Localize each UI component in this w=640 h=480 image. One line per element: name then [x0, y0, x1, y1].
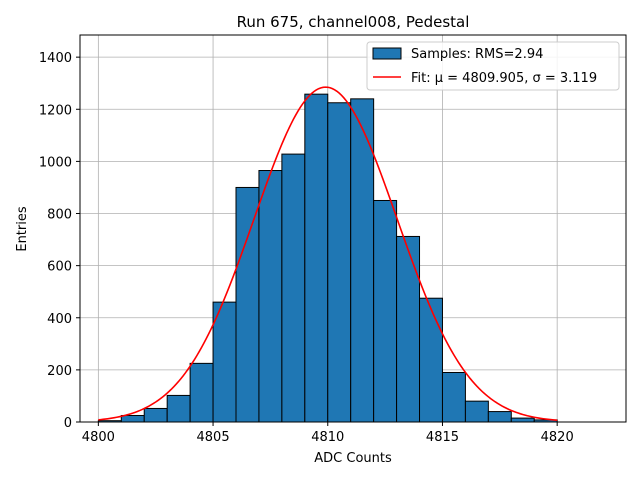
y-tick-label: 200: [47, 364, 72, 379]
y-axis-ticks: 0 200 400 600 800 1000 1200 1400: [39, 51, 80, 431]
legend-label-samples: Samples: RMS=2.94: [411, 47, 543, 62]
histogram-bar: [120, 414, 145, 423]
y-tick-label: 400: [47, 312, 72, 327]
legend-box: [366, 41, 620, 91]
x-axis-label: ADC Counts: [314, 451, 392, 466]
plot-area: 4800 4805 4810 4815 4820 0 200 400 600 800 1000 12…: [39, 34, 627, 445]
legend-label-fit: Fit: μ = 4809.905, σ = 3.119: [411, 71, 597, 86]
histogram-bar: [235, 186, 260, 423]
histogram-bar: [419, 297, 443, 423]
histogram-bar: [396, 235, 421, 423]
histogram-bar: [327, 102, 352, 423]
legend: Samples: RMS=2.94 Fit: μ = 4809.905, σ =…: [366, 41, 620, 91]
x-tick-label: 4820: [541, 430, 574, 445]
y-axis-label: Entries: [15, 206, 30, 252]
histogram-bars: [97, 93, 558, 423]
x-tick-label: 4815: [426, 430, 459, 445]
y-tick-label: 800: [47, 208, 72, 223]
chart-title: Run 675, channel008, Pedestal: [237, 13, 470, 31]
histogram-bar: [510, 417, 535, 423]
legend-histogram-swatch: [372, 47, 402, 60]
x-tick-label: 4805: [197, 430, 230, 445]
histogram-bar: [258, 170, 283, 423]
x-axis-ticks: 4800 4805 4810 4815 4820: [82, 422, 574, 445]
y-tick-label: 600: [47, 260, 72, 275]
x-tick-label: 4800: [82, 430, 115, 445]
histogram-bar: [189, 362, 214, 423]
histogram-bar: [487, 411, 512, 423]
y-tick-label: 1400: [39, 51, 72, 66]
plot-frame: [79, 34, 627, 423]
y-tick-label: 0: [64, 416, 72, 431]
fit-curve: [98, 86, 558, 422]
histogram-bar: [166, 394, 191, 423]
histogram-bar: [143, 407, 168, 423]
y-tick-label: 1000: [39, 155, 72, 170]
histogram-bar: [212, 301, 237, 423]
histogram-bar: [373, 199, 398, 423]
histogram-bar: [304, 93, 329, 423]
histogram-bar: [464, 400, 489, 423]
histogram-bar: [441, 371, 466, 423]
x-tick-label: 4810: [311, 430, 344, 445]
histogram-bar: [281, 153, 306, 423]
y-tick-label: 1200: [39, 103, 72, 118]
